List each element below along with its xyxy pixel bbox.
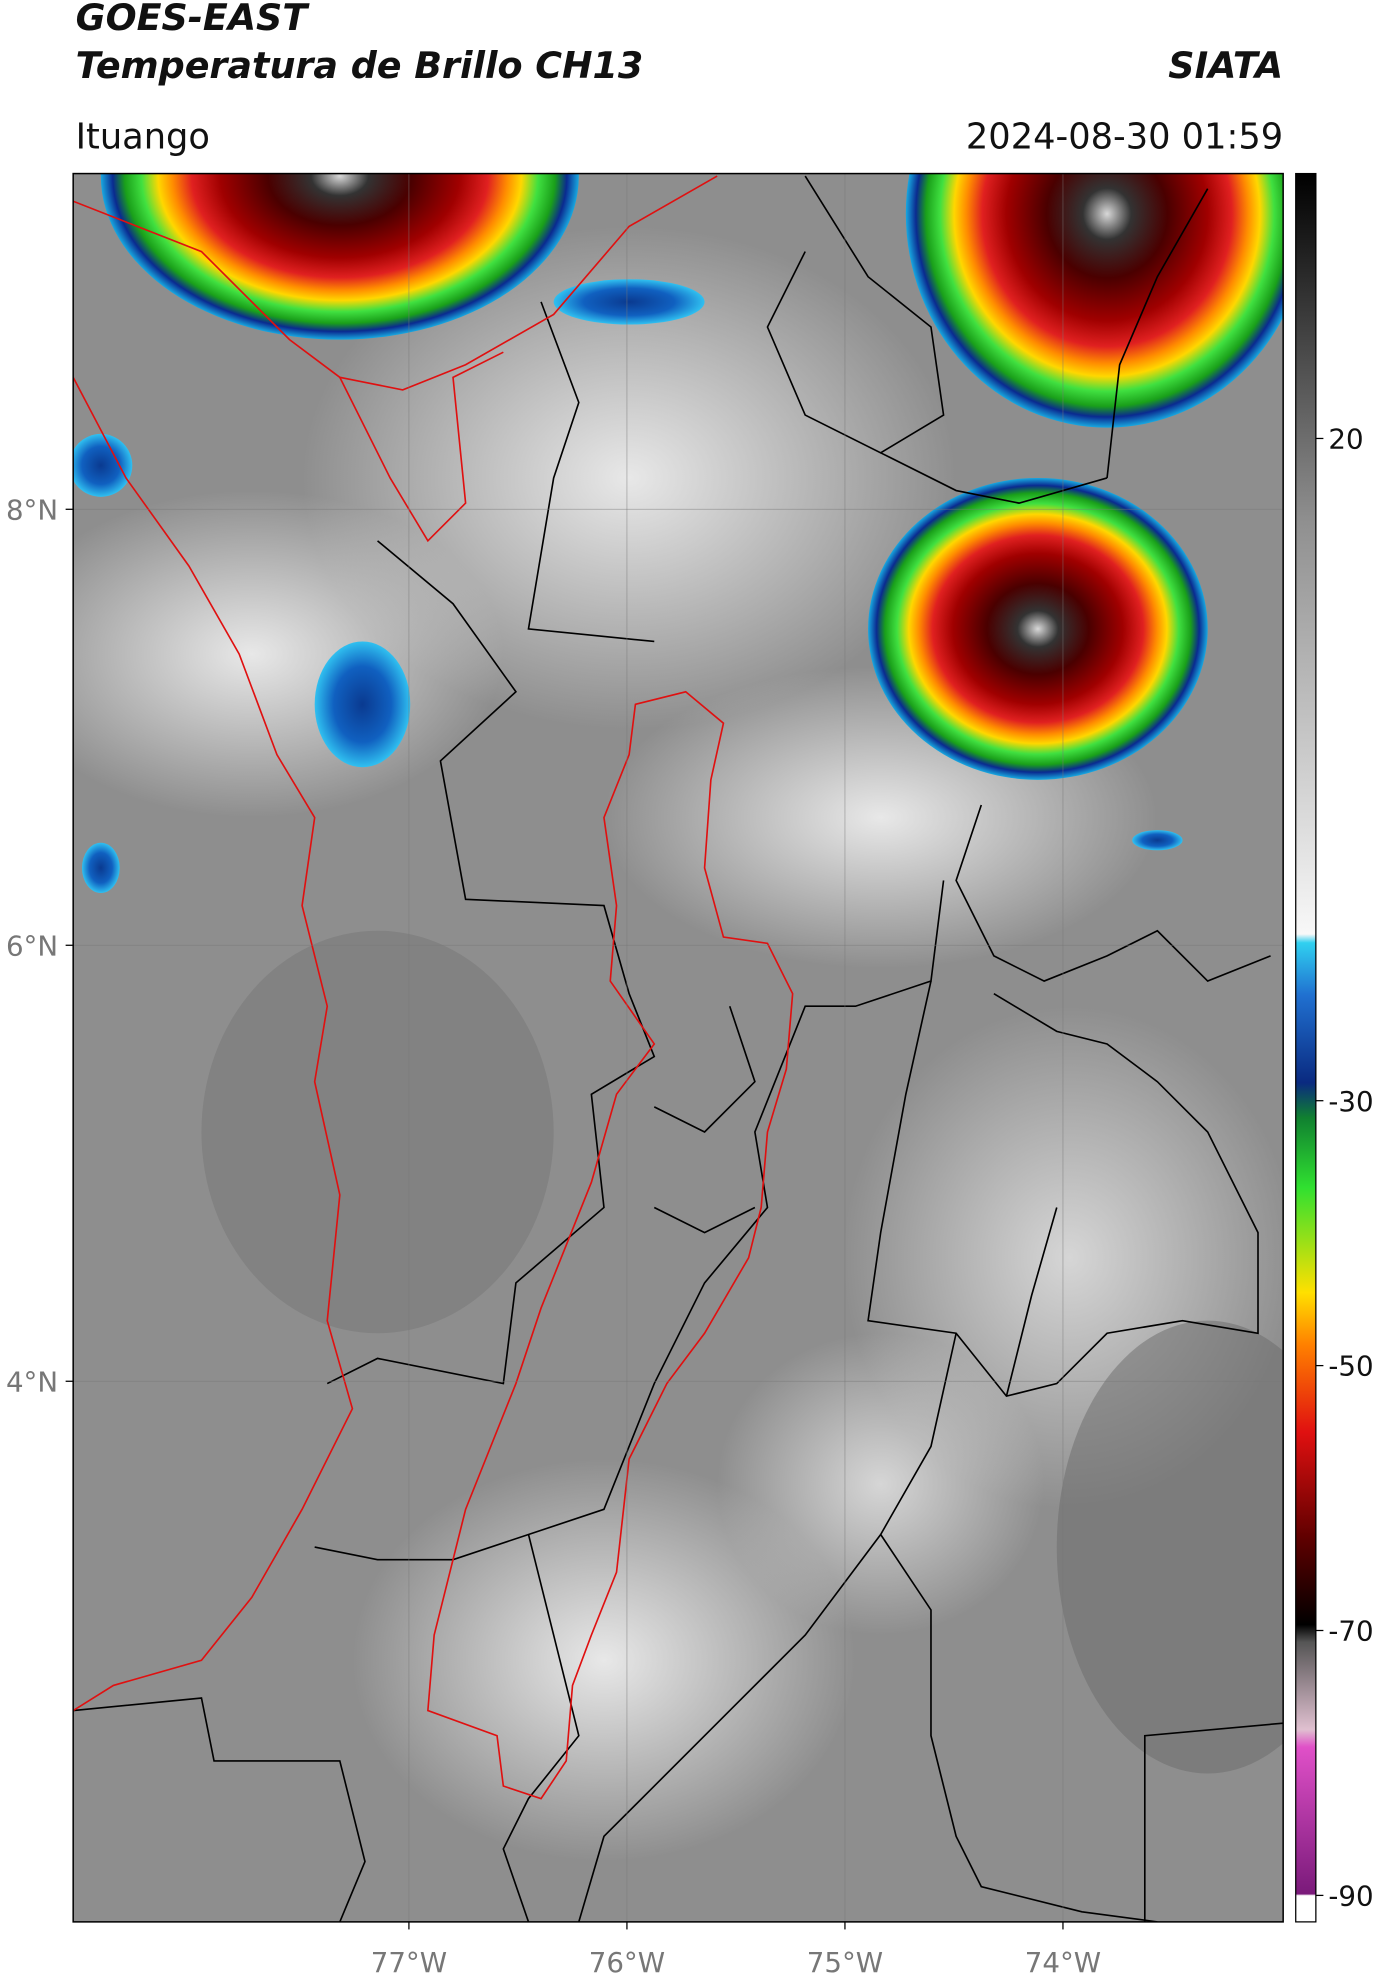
satellite-image bbox=[73, 173, 1284, 1922]
cold-cloud bbox=[1132, 830, 1183, 851]
storm bbox=[100, 173, 579, 340]
colorbar-label: -30 bbox=[1328, 1085, 1373, 1118]
graticule bbox=[73, 173, 1284, 1922]
cloud bbox=[302, 226, 957, 730]
cloud bbox=[201, 930, 554, 1334]
title: GOES-EAST bbox=[76, 0, 311, 39]
brand: SIATA bbox=[1168, 44, 1283, 87]
cold-cloud bbox=[553, 279, 705, 325]
x-tick-label: 74°W bbox=[1025, 1946, 1101, 1979]
storm bbox=[905, 173, 1284, 428]
datetime: 2024-08-30 01:59 bbox=[966, 116, 1283, 157]
cloud bbox=[717, 1333, 1045, 1636]
colorbar-label: -50 bbox=[1328, 1350, 1373, 1383]
cloud bbox=[352, 1459, 856, 1862]
storm bbox=[868, 477, 1208, 780]
borders bbox=[73, 175, 1284, 1922]
y-tick-label: 6°N bbox=[6, 929, 58, 962]
cold-cloud bbox=[314, 641, 411, 768]
map-frame bbox=[72, 172, 1284, 1923]
x-tick-label: 75°W bbox=[807, 1946, 883, 1979]
department-outline bbox=[73, 175, 794, 1800]
region: Ituango bbox=[76, 116, 210, 157]
cloud bbox=[1056, 1320, 1284, 1774]
colorbar-label: -70 bbox=[1328, 1615, 1373, 1648]
x-tick-label: 77°W bbox=[371, 1946, 447, 1979]
colorbar-label: 20 bbox=[1328, 423, 1363, 456]
y-tick-label: 8°N bbox=[6, 493, 58, 526]
x-tick-label: 76°W bbox=[589, 1946, 665, 1979]
y-tick-label: 4°N bbox=[6, 1365, 58, 1398]
cold-cloud bbox=[73, 433, 133, 497]
colorbar-label: -90 bbox=[1328, 1879, 1373, 1912]
cold-cloud bbox=[81, 842, 120, 894]
subtitle: Temperatura de Brillo CH13 bbox=[76, 44, 644, 87]
colorbar bbox=[1295, 172, 1317, 1923]
